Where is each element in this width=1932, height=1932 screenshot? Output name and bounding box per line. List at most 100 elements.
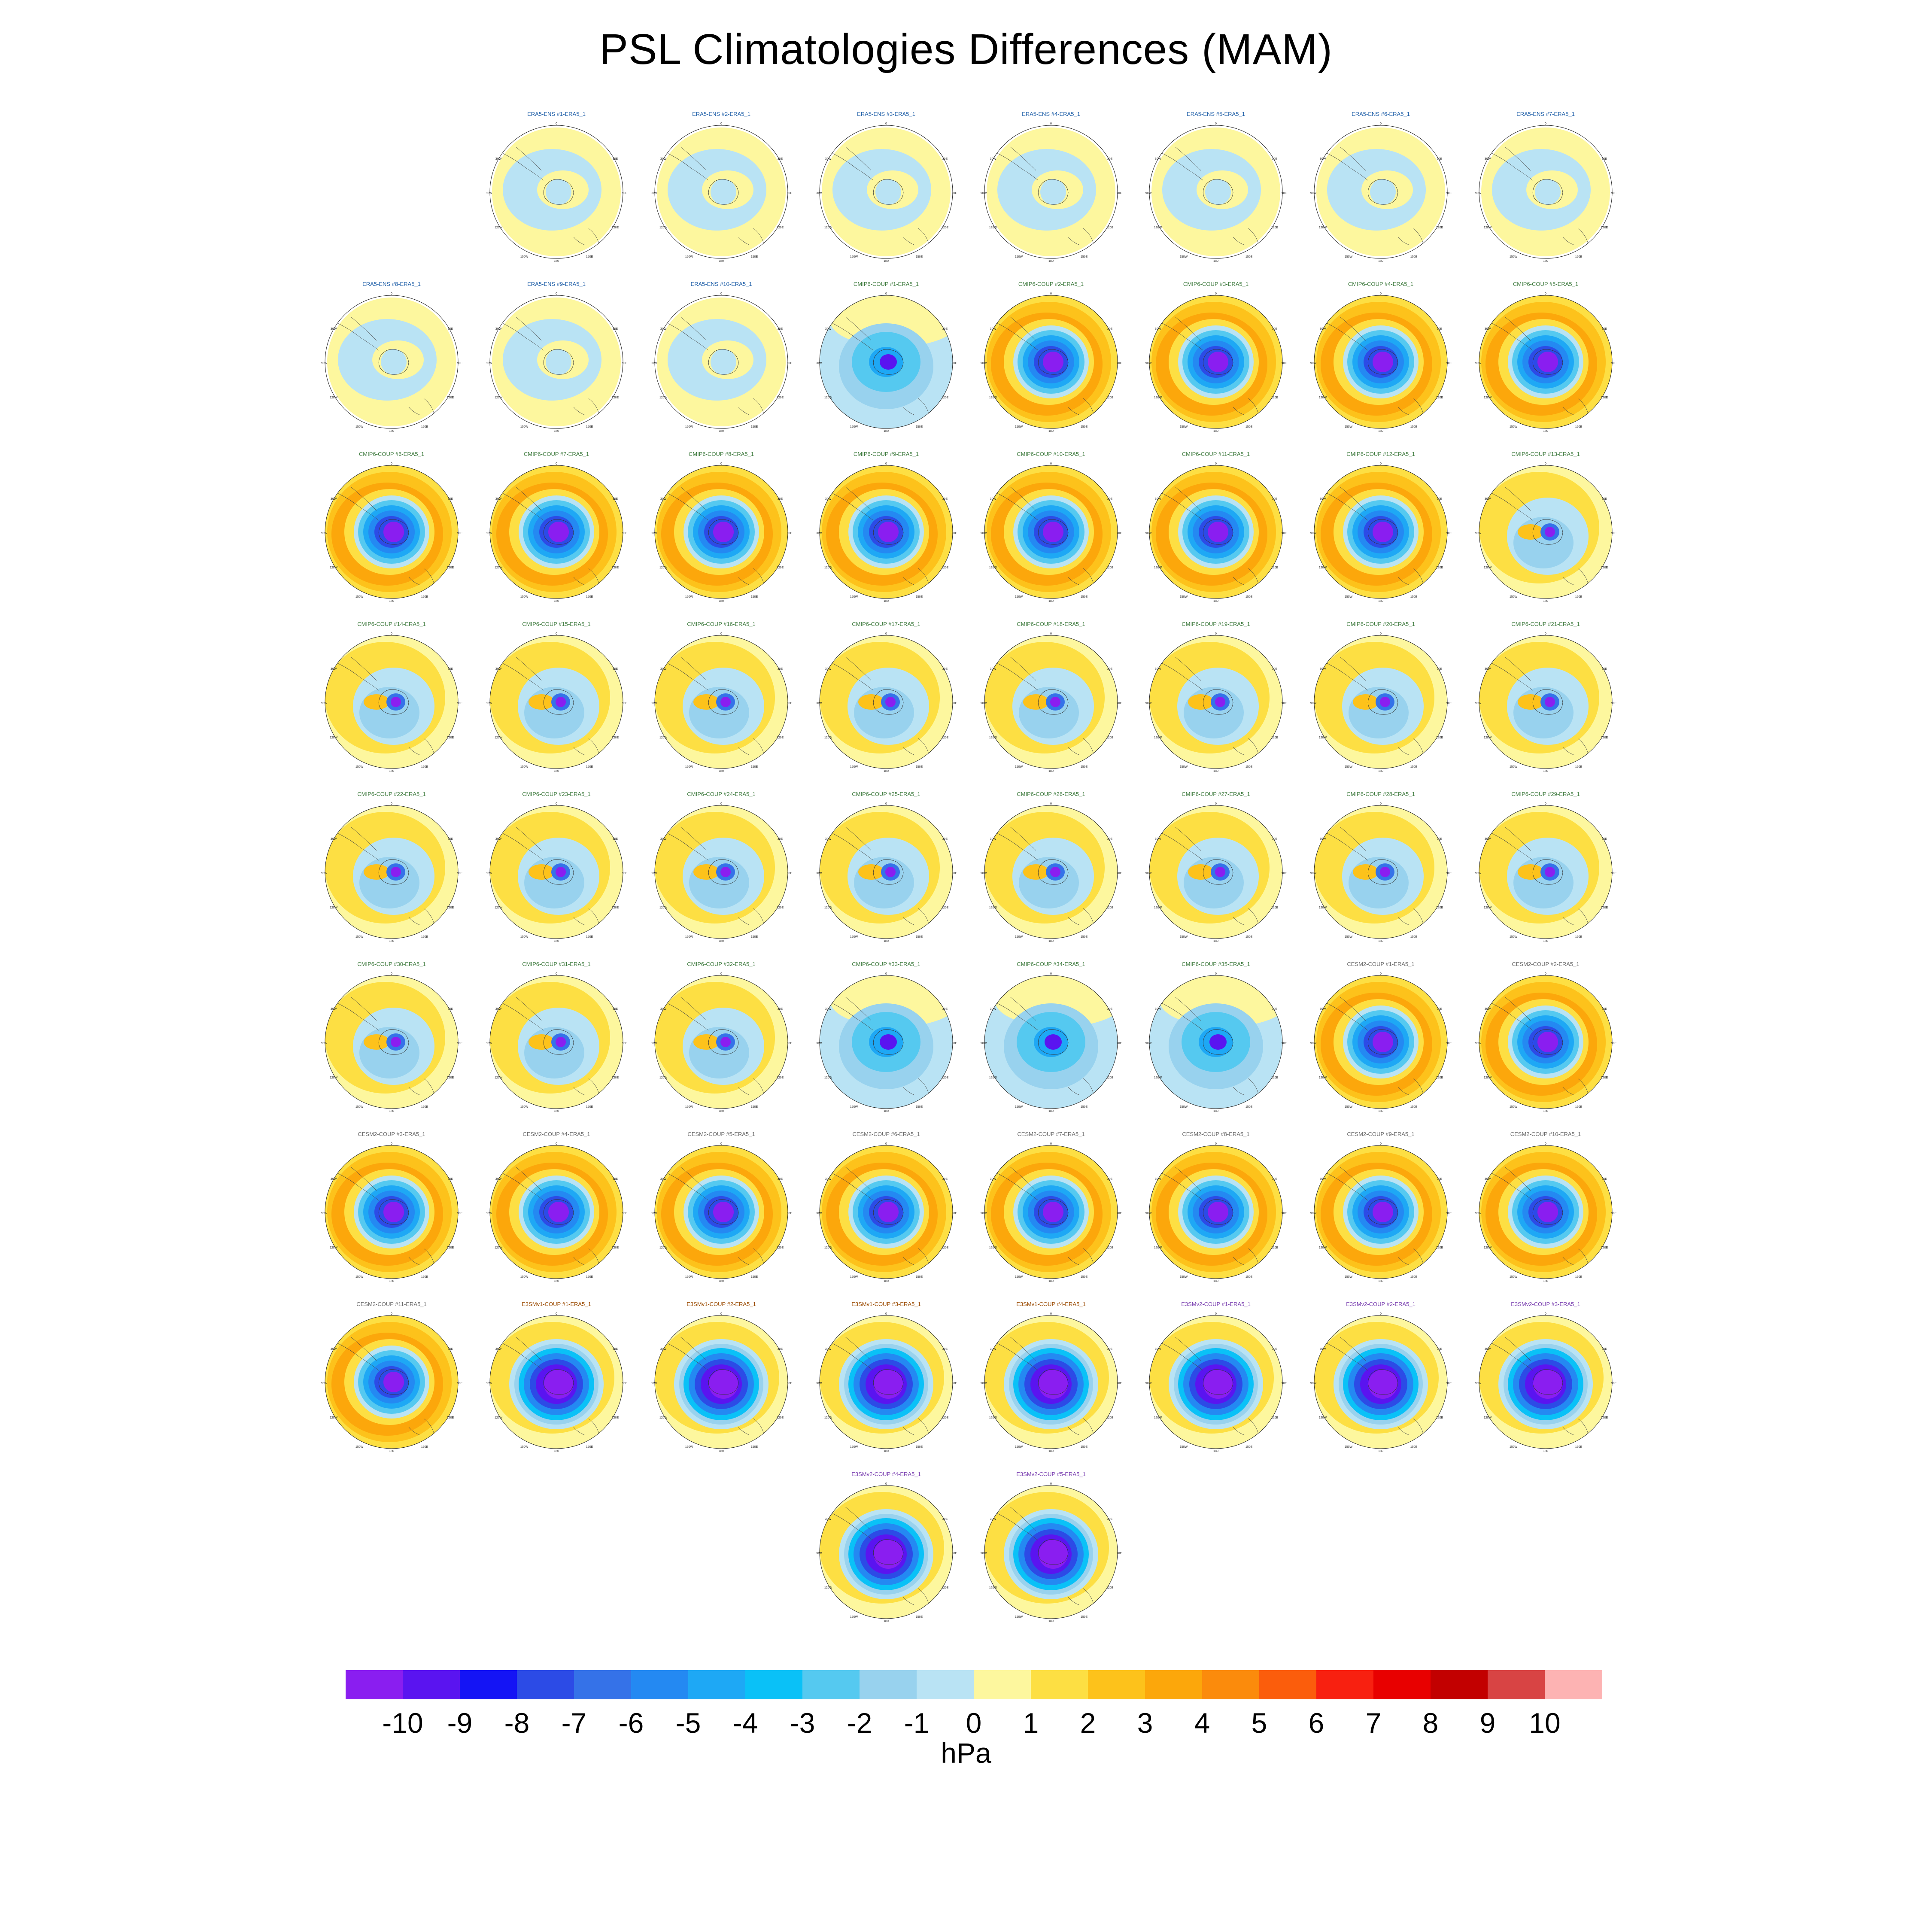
longitude-label: 90E [1117, 1382, 1122, 1385]
longitude-label: 90W [486, 192, 492, 195]
psl-anomaly-field [1479, 1145, 1612, 1279]
longitude-label: 120E [1106, 1246, 1114, 1249]
panel-label: CMIP6-COUP #9-ERA5_1 [853, 451, 919, 457]
colorbar-tick-label: 3 [1137, 1707, 1153, 1739]
longitude-label: 120W [1154, 226, 1162, 229]
longitude-label: 90E [1611, 532, 1616, 535]
longitude-label: 30W [1485, 1178, 1491, 1181]
panel-label: CESM2-COUP #8-ERA5_1 [1182, 1131, 1250, 1137]
longitude-label: 90W [486, 362, 492, 365]
colorbar-units: hPa [941, 1737, 991, 1769]
longitude-label: 150E [751, 1276, 758, 1279]
longitude-label: 150W [685, 1106, 693, 1109]
polar-map: 0 180 30W 30E 90W 90E 120W 120E 150W 150E [486, 292, 627, 433]
longitude-label: 0 [556, 462, 557, 465]
psl-anomaly-field [655, 975, 788, 1109]
longitude-label: 30E [1107, 328, 1113, 331]
south-america-outline [1492, 1337, 1533, 1371]
south-america-outline [1162, 826, 1203, 861]
longitude-label: 150W [1345, 1446, 1353, 1449]
colorbar-box [1031, 1670, 1088, 1699]
longitude-label: 150W [1015, 1276, 1023, 1279]
longitude-label: 150E [1410, 1446, 1418, 1449]
map-border [489, 805, 623, 939]
longitude-label: 120W [824, 1416, 832, 1419]
antarctica-outline [1038, 519, 1069, 545]
longitude-label: 120E [612, 736, 619, 739]
map-panel: CMIP6-COUP #21-ERA5_1 0 180 30W 30E 90W 90E 120… [1475, 621, 1616, 780]
antarctica-outline [1367, 1369, 1398, 1395]
longitude-label: 0 [720, 972, 722, 975]
longitude-label: 120E [1271, 1416, 1279, 1419]
psl-anomaly-field [655, 1145, 788, 1279]
longitude-label: 30E [448, 1008, 453, 1011]
longitude-label: 30W [660, 838, 667, 841]
antarctica-outline [1532, 859, 1563, 885]
polar-map: 0 180 30W 30E 90W 90E 120W 120E 150W 150E [1475, 632, 1616, 773]
panel-label: CESM2-COUP #7-ERA5_1 [1017, 1131, 1085, 1137]
longitude-label: 180 [1048, 940, 1054, 943]
psl-anomaly-field [1316, 128, 1445, 256]
longitude-label: 90E [1446, 532, 1452, 535]
map-panel: CESM2-COUP #10-ERA5_1 0 180 30W 30E 90W 90E 120… [1475, 1131, 1616, 1290]
panel-label: CMIP6-COUP #5-ERA5_1 [1513, 281, 1579, 287]
antarctica-outline [1532, 1199, 1563, 1225]
longitude-label: 150E [1575, 425, 1583, 428]
longitude-label: 180 [1213, 940, 1218, 943]
longitude-label: 150E [1245, 1276, 1253, 1279]
map-border [1479, 1315, 1613, 1449]
longitude-label: 30W [1485, 328, 1491, 331]
polar-map: 0 180 30W 30E 90W 90E 120W 120E 150W 150E [651, 1312, 792, 1453]
longitude-label: 180 [554, 1280, 559, 1283]
longitude-label: 0 [1380, 1142, 1382, 1145]
longitude-label: 30W [1155, 158, 1161, 161]
south-america-outline [1162, 656, 1203, 691]
psl-anomaly-field [655, 805, 788, 939]
south-america-outline [667, 826, 709, 861]
longitude-label: 90E [1282, 192, 1287, 195]
longitude-label: 150W [355, 1106, 364, 1109]
longitude-label: 90W [321, 872, 328, 875]
colorbar-tick-label: -4 [732, 1707, 758, 1739]
longitude-label: 120E [1106, 1586, 1114, 1589]
longitude-label: 120W [1484, 736, 1492, 739]
map-border [1314, 125, 1448, 259]
longitude-label: 90E [622, 872, 627, 875]
antarctica-outline [873, 689, 904, 715]
longitude-label: 180 [554, 940, 559, 943]
south-america-outline [1162, 146, 1203, 181]
psl-anomaly-field [1151, 128, 1280, 256]
longitude-label: 30W [495, 1348, 502, 1351]
longitude-label: 30E [942, 668, 948, 671]
longitude-label: 180 [389, 430, 394, 433]
panel-label: ERA5-ENS #7-ERA5_1 [1516, 111, 1575, 117]
longitude-label: 120E [1271, 566, 1279, 569]
map-border [654, 1145, 788, 1279]
polar-map: 0 180 30W 30E 90W 90E 120W 120E 150W 150E [1145, 632, 1287, 773]
longitude-label: 90E [457, 1212, 462, 1215]
map-panel: CMIP6-COUP #18-ERA5_1 0 180 30W 30E 90W 90E 120… [980, 621, 1122, 780]
antarctica-outline [1532, 689, 1563, 715]
longitude-label: 90E [1446, 362, 1452, 365]
longitude-label: 150W [685, 425, 693, 428]
map-border [325, 465, 459, 599]
south-america-outline [337, 486, 379, 521]
longitude-label: 30W [495, 1008, 502, 1011]
longitude-label: 90W [486, 1042, 492, 1045]
longitude-label: 180 [884, 430, 889, 433]
longitude-label: 90W [651, 1382, 657, 1385]
map-border [489, 1315, 623, 1449]
longitude-label: 150W [1345, 595, 1353, 598]
map-border [1149, 805, 1283, 939]
panel-label: CMIP6-COUP #13-ERA5_1 [1511, 451, 1580, 457]
longitude-label: 150E [1081, 766, 1088, 769]
longitude-label: 0 [556, 802, 557, 805]
longitude-label: 150E [751, 425, 758, 428]
south-america-outline [1327, 826, 1368, 861]
longitude-label: 120W [495, 1076, 503, 1079]
longitude-label: 150W [520, 425, 529, 428]
longitude-label: 0 [1215, 1142, 1217, 1145]
longitude-label: 0 [1215, 1312, 1217, 1315]
polar-map: 0 180 30W 30E 90W 90E 120W 120E 150W 150E [486, 802, 627, 943]
longitude-label: 120W [330, 396, 338, 399]
